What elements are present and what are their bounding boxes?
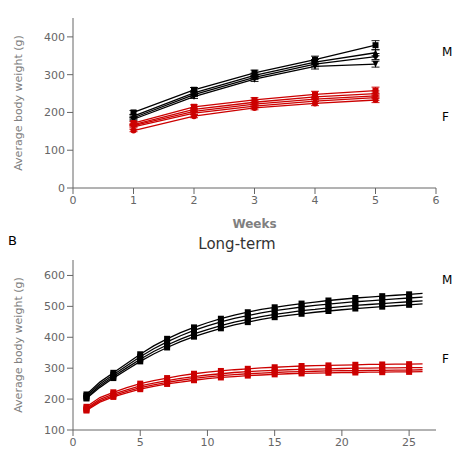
svg-text:200: 200 [44, 393, 65, 406]
svg-text:300: 300 [44, 362, 65, 375]
svg-text:5: 5 [137, 436, 144, 449]
svg-text:3: 3 [251, 194, 258, 207]
svg-text:500: 500 [44, 300, 65, 313]
html-text:F: F [442, 351, 449, 366]
svg-text:100: 100 [44, 424, 65, 437]
svg-text:1: 1 [130, 194, 137, 207]
svg-text:100: 100 [44, 144, 65, 157]
html-text:F: F [442, 109, 449, 124]
html-text:Long-term: Long-term [198, 235, 276, 253]
svg-text:300: 300 [44, 69, 65, 82]
svg-text:0: 0 [70, 194, 77, 207]
svg-text:200: 200 [44, 106, 65, 119]
svg-text:6: 6 [433, 194, 440, 207]
svg-text:600: 600 [44, 269, 65, 282]
svg-text:5: 5 [372, 194, 379, 207]
svg-text:20: 20 [335, 436, 349, 449]
svg-text:25: 25 [402, 436, 416, 449]
svg-text:Weeks: Weeks [232, 217, 276, 231]
svg-text:10: 10 [200, 436, 214, 449]
svg-text:2: 2 [191, 194, 198, 207]
svg-text:Average body weight (g): Average body weight (g) [12, 35, 25, 171]
svg-text:Average body weight (g): Average body weight (g) [12, 277, 25, 413]
svg-text:4: 4 [312, 194, 319, 207]
html-text:B: B [8, 233, 17, 248]
svg-text:15: 15 [268, 436, 282, 449]
svg-text:400: 400 [44, 31, 65, 44]
svg-text:400: 400 [44, 331, 65, 344]
svg-text:0: 0 [58, 182, 65, 195]
html-text:M: M [442, 45, 453, 59]
svg-text:0: 0 [70, 436, 77, 449]
html-text:M: M [442, 273, 453, 288]
